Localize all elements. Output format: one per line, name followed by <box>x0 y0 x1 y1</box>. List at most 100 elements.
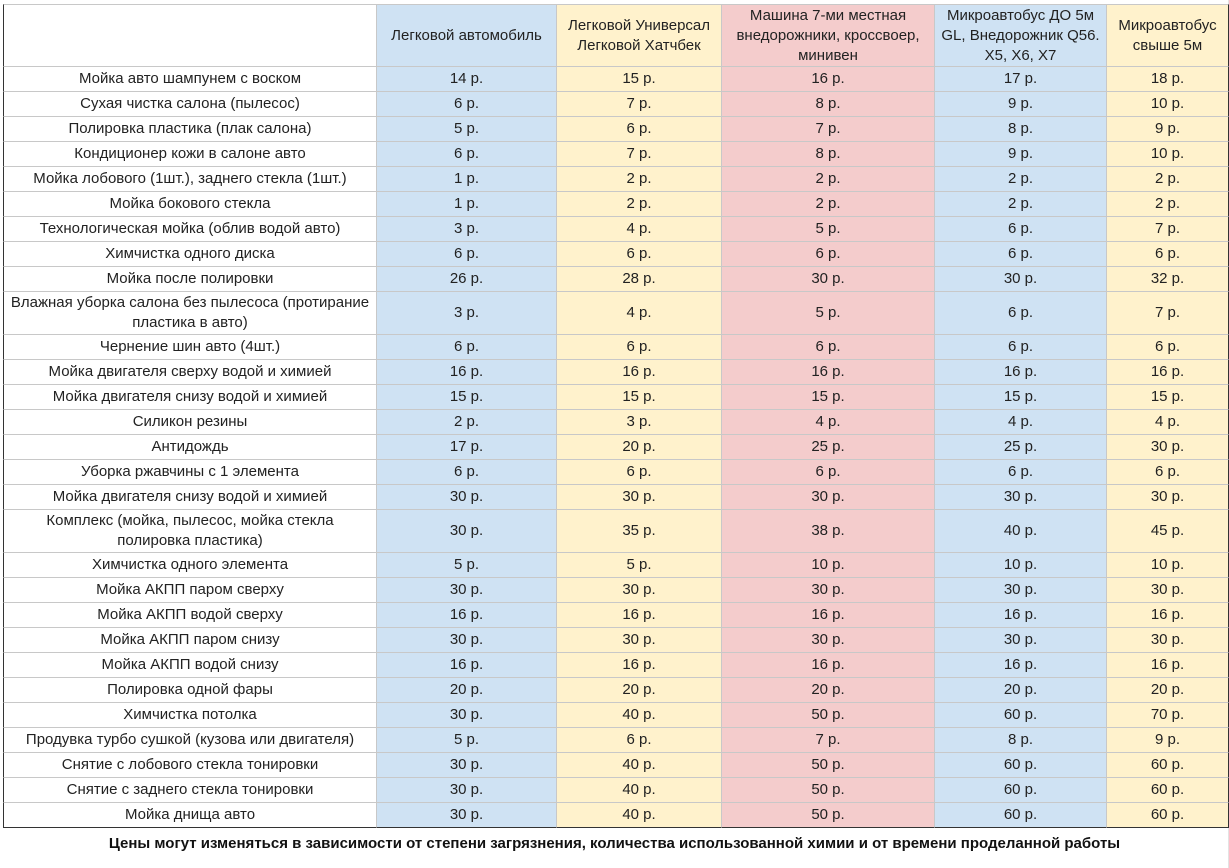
price-cell: 4 р. <box>935 410 1107 435</box>
price-cell: 8 р. <box>935 728 1107 753</box>
price-cell: 30 р. <box>557 628 722 653</box>
price-cell: 16 р. <box>935 653 1107 678</box>
price-cell: 45 р. <box>1107 510 1229 553</box>
price-cell: 40 р. <box>557 803 722 828</box>
price-cell: 6 р. <box>557 460 722 485</box>
price-cell: 2 р. <box>1107 167 1229 192</box>
price-cell: 6 р. <box>1107 460 1229 485</box>
price-cell: 10 р. <box>935 553 1107 578</box>
price-cell: 30 р. <box>935 485 1107 510</box>
price-cell: 5 р. <box>557 553 722 578</box>
price-cell: 9 р. <box>935 142 1107 167</box>
price-cell: 30 р. <box>557 578 722 603</box>
price-cell: 6 р. <box>935 335 1107 360</box>
price-cell: 20 р. <box>557 678 722 703</box>
price-cell: 20 р. <box>377 678 557 703</box>
price-cell: 9 р. <box>1107 728 1229 753</box>
price-cell: 7 р. <box>1107 292 1229 335</box>
service-name-cell: Мойка после полировки <box>3 267 377 292</box>
price-cell: 10 р. <box>1107 142 1229 167</box>
price-cell: 30 р. <box>557 485 722 510</box>
price-cell: 7 р. <box>557 92 722 117</box>
price-cell: 5 р. <box>377 728 557 753</box>
service-name-cell: Химчистка потолка <box>3 703 377 728</box>
price-cell: 16 р. <box>557 360 722 385</box>
service-name-cell: Антидождь <box>3 435 377 460</box>
service-name-cell: Мойка двигателя сверху водой и химией <box>3 360 377 385</box>
service-name-cell: Химчистка одного диска <box>3 242 377 267</box>
price-cell: 6 р. <box>935 217 1107 242</box>
price-cell: 5 р. <box>722 217 935 242</box>
price-cell: 14 р. <box>377 67 557 92</box>
service-name-cell: Мойка двигателя снизу водой и химией <box>3 385 377 410</box>
service-name-cell: Комплекс (мойка, пылесос, мойка стекла п… <box>3 510 377 553</box>
service-name-cell: Продувка турбо сушкой (кузова или двигат… <box>3 728 377 753</box>
price-cell: 6 р. <box>557 242 722 267</box>
price-cell: 6 р. <box>377 92 557 117</box>
price-cell: 2 р. <box>935 192 1107 217</box>
price-cell: 16 р. <box>722 360 935 385</box>
service-name-cell: Уборка ржавчины с 1 элемента <box>3 460 377 485</box>
service-name-cell: Полировка пластика (плак салона) <box>3 117 377 142</box>
price-cell: 6 р. <box>935 460 1107 485</box>
service-name-cell: Химчистка одного элемента <box>3 553 377 578</box>
service-name-cell: Мойка днища авто <box>3 803 377 828</box>
price-cell: 16 р. <box>722 653 935 678</box>
service-name-cell: Мойка АКПП водой снизу <box>3 653 377 678</box>
price-cell: 2 р. <box>935 167 1107 192</box>
price-cell: 16 р. <box>1107 653 1229 678</box>
price-cell: 30 р. <box>377 703 557 728</box>
price-cell: 7 р. <box>1107 217 1229 242</box>
price-cell: 4 р. <box>1107 410 1229 435</box>
price-cell: 50 р. <box>722 703 935 728</box>
price-cell: 30 р. <box>722 485 935 510</box>
price-cell: 25 р. <box>935 435 1107 460</box>
price-cell: 6 р. <box>722 335 935 360</box>
price-cell: 16 р. <box>557 653 722 678</box>
price-cell: 50 р. <box>722 778 935 803</box>
price-cell: 16 р. <box>377 603 557 628</box>
service-name-cell: Технологическая мойка (облив водой авто) <box>3 217 377 242</box>
price-cell: 6 р. <box>557 728 722 753</box>
price-cell: 30 р. <box>722 267 935 292</box>
service-name-cell: Мойка АКПП паром снизу <box>3 628 377 653</box>
price-cell: 50 р. <box>722 803 935 828</box>
price-cell: 40 р. <box>935 510 1107 553</box>
price-cell: 60 р. <box>935 753 1107 778</box>
price-cell: 15 р. <box>557 67 722 92</box>
service-name-cell: Мойка АКПП паром сверху <box>3 578 377 603</box>
column-header-3: Машина 7-ми местная внедорожники, кроссв… <box>722 4 935 67</box>
price-cell: 40 р. <box>557 753 722 778</box>
price-cell: 15 р. <box>377 385 557 410</box>
service-name-cell: Мойка авто шампунем с воском <box>3 67 377 92</box>
price-cell: 40 р. <box>557 778 722 803</box>
service-name-cell: Чернение шин авто (4шт.) <box>3 335 377 360</box>
price-cell: 1 р. <box>377 192 557 217</box>
price-cell: 60 р. <box>935 803 1107 828</box>
price-cell: 35 р. <box>557 510 722 553</box>
service-name-cell: Полировка одной фары <box>3 678 377 703</box>
price-cell: 6 р. <box>557 335 722 360</box>
price-cell: 30 р. <box>377 510 557 553</box>
price-cell: 2 р. <box>557 167 722 192</box>
price-cell: 20 р. <box>1107 678 1229 703</box>
price-cell: 32 р. <box>1107 267 1229 292</box>
price-cell: 8 р. <box>722 142 935 167</box>
price-cell: 6 р. <box>722 460 935 485</box>
price-cell: 16 р. <box>722 67 935 92</box>
price-cell: 2 р. <box>377 410 557 435</box>
price-cell: 17 р. <box>935 67 1107 92</box>
price-cell: 28 р. <box>557 267 722 292</box>
price-cell: 60 р. <box>1107 778 1229 803</box>
price-cell: 16 р. <box>377 360 557 385</box>
price-cell: 6 р. <box>377 242 557 267</box>
column-header-5: Микроавтобус свыше 5м <box>1107 4 1229 67</box>
column-header-4: Микроавтобус ДО 5м GL, Внедорожник Q56. … <box>935 4 1107 67</box>
price-cell: 20 р. <box>722 678 935 703</box>
header-corner-cell <box>3 4 377 67</box>
price-cell: 17 р. <box>377 435 557 460</box>
price-cell: 30 р. <box>377 628 557 653</box>
service-name-cell: Кондиционер кожи в салоне авто <box>3 142 377 167</box>
service-name-cell: Влажная уборка салона без пылесоса (прот… <box>3 292 377 335</box>
